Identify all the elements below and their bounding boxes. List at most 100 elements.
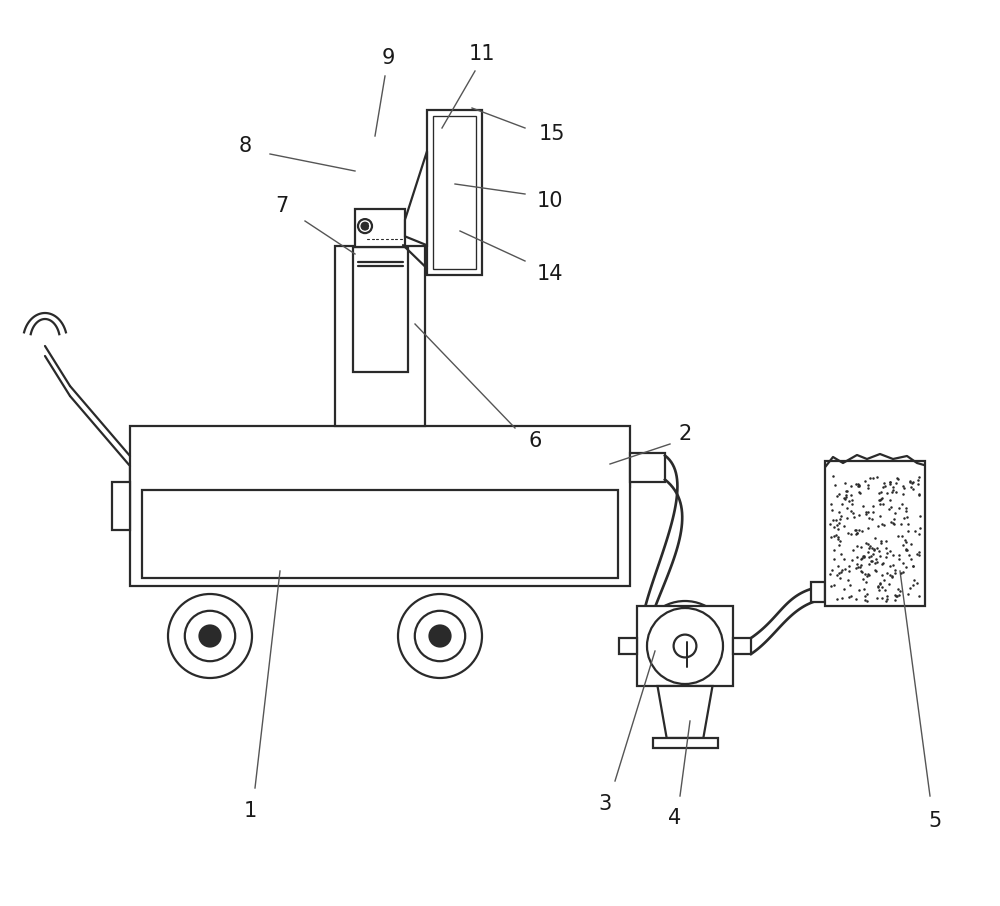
- Point: [836, 491, 852, 506]
- Point: [911, 487, 927, 501]
- Point: [860, 545, 876, 560]
- Point: [858, 535, 874, 550]
- Point: [857, 474, 873, 488]
- Point: [845, 543, 861, 557]
- Point: [829, 593, 845, 607]
- Point: [837, 492, 853, 506]
- Point: [887, 593, 903, 607]
- Point: [879, 545, 895, 560]
- Point: [902, 474, 918, 488]
- Point: [861, 541, 877, 555]
- Point: [872, 575, 888, 590]
- Bar: [352, 247, 408, 372]
- Point: [831, 516, 847, 530]
- Point: [887, 506, 903, 520]
- Circle shape: [430, 625, 451, 647]
- Point: [872, 509, 888, 524]
- Point: [831, 566, 847, 581]
- Bar: [733, 638, 751, 654]
- Point: [853, 558, 869, 573]
- Point: [875, 496, 891, 511]
- Point: [879, 589, 895, 603]
- Bar: [630, 453, 665, 482]
- Text: 14: 14: [537, 264, 563, 284]
- Point: [849, 525, 865, 540]
- Point: [852, 486, 868, 500]
- Bar: [811, 582, 825, 602]
- Point: [898, 504, 914, 518]
- Circle shape: [362, 223, 368, 229]
- Point: [886, 512, 902, 526]
- Circle shape: [640, 601, 730, 691]
- Point: [889, 470, 905, 485]
- Text: 3: 3: [598, 794, 612, 814]
- Bar: [652, 738, 718, 748]
- Point: [832, 534, 848, 548]
- Text: 7: 7: [275, 196, 289, 216]
- Text: 2: 2: [678, 424, 692, 444]
- Point: [905, 475, 921, 489]
- Point: [843, 478, 859, 493]
- Point: [866, 542, 882, 556]
- Point: [872, 577, 888, 592]
- Point: [902, 581, 918, 595]
- Point: [904, 476, 920, 490]
- Point: [848, 477, 864, 492]
- Point: [841, 559, 857, 573]
- Point: [912, 509, 928, 524]
- Point: [864, 512, 880, 526]
- Point: [884, 569, 900, 583]
- Bar: [112, 482, 130, 530]
- Point: [872, 549, 888, 564]
- Point: [911, 488, 927, 503]
- Point: [830, 532, 846, 546]
- Point: [857, 593, 873, 608]
- Point: [903, 551, 919, 565]
- Point: [848, 523, 864, 537]
- Point: [856, 550, 872, 564]
- Point: [869, 470, 885, 485]
- Point: [840, 573, 856, 588]
- Point: [890, 582, 906, 596]
- Bar: [335, 246, 425, 426]
- Point: [878, 541, 894, 555]
- Point: [858, 575, 874, 590]
- Point: [830, 522, 846, 536]
- Bar: [825, 461, 925, 606]
- Point: [896, 511, 912, 525]
- Point: [894, 528, 910, 543]
- Point: [890, 528, 906, 543]
- Point: [885, 558, 901, 573]
- Point: [836, 583, 852, 597]
- Circle shape: [200, 625, 220, 647]
- Point: [823, 496, 839, 511]
- Point: [830, 530, 846, 545]
- Point: [834, 564, 850, 578]
- Point: [898, 542, 914, 556]
- Polygon shape: [405, 151, 427, 246]
- Point: [863, 548, 879, 563]
- Point: [832, 512, 848, 526]
- Point: [878, 593, 894, 608]
- Point: [845, 506, 861, 520]
- Point: [869, 554, 885, 569]
- Point: [894, 496, 910, 511]
- Point: [871, 492, 887, 506]
- Point: [890, 472, 906, 487]
- Point: [882, 493, 898, 507]
- Point: [871, 486, 887, 500]
- Point: [851, 477, 867, 492]
- Point: [899, 509, 915, 524]
- Point: [872, 496, 888, 511]
- Point: [844, 496, 860, 511]
- Point: [869, 541, 885, 555]
- Point: [892, 583, 908, 598]
- Point: [857, 589, 873, 603]
- Point: [828, 513, 844, 527]
- Point: [837, 562, 853, 576]
- Point: [838, 484, 854, 498]
- Point: [850, 560, 866, 574]
- Point: [871, 583, 887, 597]
- Point: [885, 483, 901, 497]
- Point: [853, 540, 869, 554]
